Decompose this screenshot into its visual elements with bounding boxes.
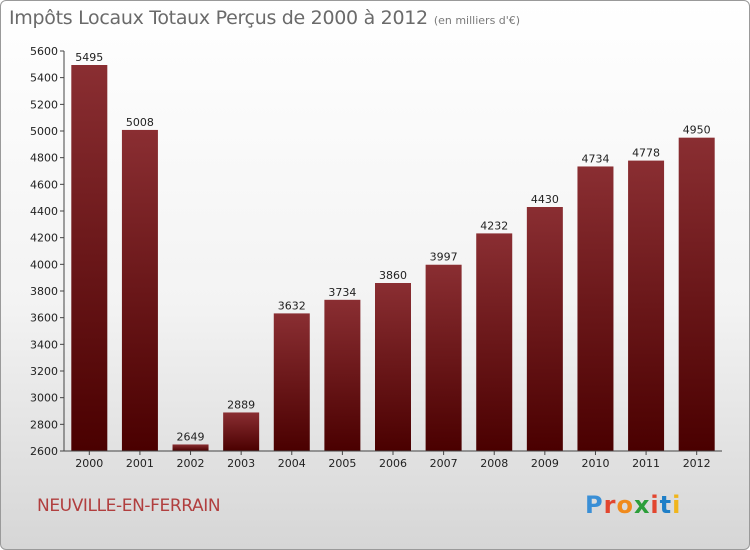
- value-label-2012: 4950: [683, 124, 711, 137]
- bar-2011: [628, 160, 665, 451]
- value-label-2008: 4232: [480, 219, 508, 232]
- chart-unit: (en milliers d'€): [433, 14, 521, 27]
- bar-2010: [577, 166, 614, 451]
- bar-2004: [273, 313, 310, 451]
- y-tick-label: 4200: [30, 232, 58, 245]
- bar-2008: [476, 233, 513, 451]
- x-tick-label: 2001: [126, 457, 154, 470]
- logo-letter: i: [672, 491, 682, 519]
- proxiti-logo[interactable]: Proxiti: [585, 491, 695, 525]
- x-tick-label: 2009: [531, 457, 559, 470]
- y-tick-label: 5400: [30, 72, 58, 85]
- x-tick-label: 2007: [430, 457, 458, 470]
- value-label-2010: 4734: [581, 152, 609, 165]
- logo-letter: P: [585, 491, 604, 519]
- bar-2001: [121, 129, 158, 451]
- bars-group: 5495 5008 2649 2889 3632 3734 3860 3997 4232 4430…: [71, 51, 715, 451]
- y-tick-label: 3600: [30, 312, 58, 325]
- x-tick-label: 2002: [177, 457, 205, 470]
- y-tick-label: 5600: [30, 45, 58, 58]
- bar-2007: [425, 264, 462, 451]
- chart-title-text: Impôts Locaux Totaux Perçus de 2000 à 20…: [9, 7, 428, 29]
- x-tick-label: 2012: [683, 457, 711, 470]
- bar-2005: [324, 299, 361, 451]
- chart-title: Impôts Locaux Totaux Perçus de 2000 à 20…: [9, 7, 520, 29]
- y-tick-label: 5000: [30, 125, 58, 138]
- y-tick-label: 3400: [30, 338, 58, 351]
- value-label-2001: 5008: [126, 116, 154, 129]
- bar-2006: [375, 283, 411, 451]
- y-tick-label: 4400: [30, 205, 58, 218]
- y-tick-label: 4800: [30, 152, 58, 165]
- x-tick-label: 2005: [328, 457, 356, 470]
- x-tick-label: 2006: [379, 457, 407, 470]
- y-tick-label: 2800: [30, 418, 58, 431]
- y-tick-label: 2600: [30, 445, 58, 458]
- value-label-2002: 2649: [177, 430, 205, 443]
- value-label-2000: 5495: [75, 51, 103, 64]
- x-tick-label: 2008: [480, 457, 508, 470]
- x-tick-label: 2010: [581, 457, 609, 470]
- value-label-2007: 3997: [430, 251, 458, 264]
- logo-letter: o: [616, 491, 634, 519]
- logo-letter: r: [603, 491, 617, 519]
- value-label-2006: 3860: [379, 269, 407, 282]
- logo-letter: i: [650, 491, 660, 519]
- value-label-2011: 4778: [632, 147, 660, 160]
- bar-2002: [172, 444, 209, 451]
- value-label-2005: 3734: [328, 286, 356, 299]
- y-tick-label: 5200: [30, 98, 58, 111]
- y-tick-label: 3800: [30, 285, 58, 298]
- bar-2000: [71, 65, 108, 451]
- axes-group: 2000 2001 2002 2003 2004 2005 2006 2007 2008 2009…: [30, 45, 722, 470]
- place-name: NEUVILLE-EN-FERRAIN: [37, 496, 221, 516]
- x-tick-label: 2000: [75, 457, 103, 470]
- bar-2003: [223, 412, 260, 451]
- y-tick-label: 3000: [30, 392, 58, 405]
- y-tick-label: 4000: [30, 258, 58, 271]
- y-tick-label: 4600: [30, 178, 58, 191]
- y-tick-label: 3200: [30, 365, 58, 378]
- value-label-2009: 4430: [531, 193, 559, 206]
- logo-letter: t: [659, 491, 673, 519]
- x-tick-label: 2003: [227, 457, 255, 470]
- value-label-2004: 3632: [278, 299, 306, 312]
- bar-2012: [678, 137, 715, 451]
- x-tick-label: 2011: [632, 457, 660, 470]
- bar-2009: [526, 207, 563, 451]
- logo-letter: x: [633, 491, 651, 519]
- value-label-2003: 2889: [227, 398, 255, 411]
- x-tick-label: 2004: [278, 457, 306, 470]
